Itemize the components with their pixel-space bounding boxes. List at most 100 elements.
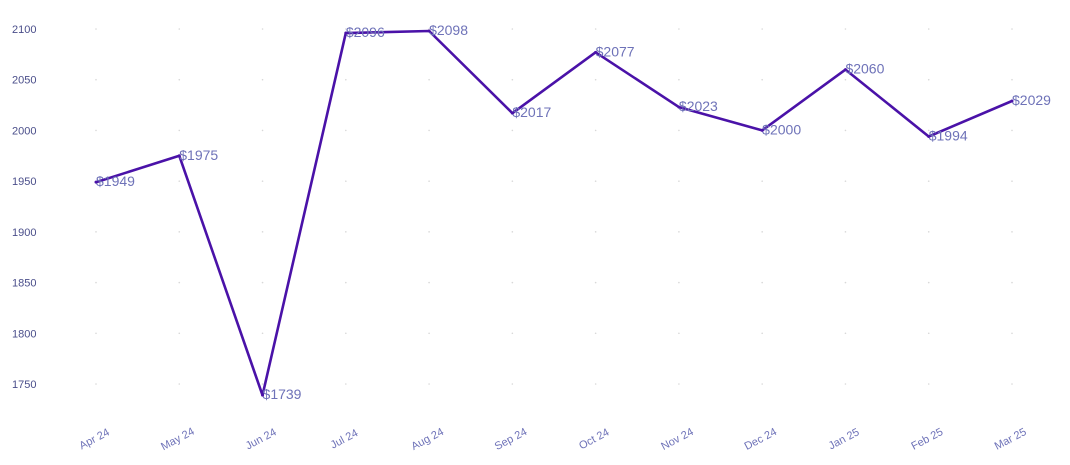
grid-dot — [428, 332, 430, 335]
data-label: $2060 — [845, 61, 884, 77]
data-point — [94, 180, 98, 184]
data-point — [927, 135, 931, 139]
series-line — [95, 29, 1013, 397]
grid-dot — [261, 383, 264, 385]
x-tick-label: Apr 24 — [77, 426, 111, 452]
grid-dot — [844, 281, 847, 284]
grid-dot — [511, 281, 514, 284]
grid-dot — [261, 28, 264, 30]
grid-dot — [1011, 129, 1013, 132]
grid-dot — [511, 332, 514, 335]
grid-dot — [844, 28, 847, 30]
grid-dot — [594, 383, 597, 385]
data-point — [344, 31, 348, 35]
grid-dot — [761, 332, 763, 335]
grid-dot — [95, 231, 97, 233]
grid-dot — [927, 332, 930, 335]
grid-dot — [95, 281, 97, 284]
x-tick-label: Mar 25 — [993, 426, 1029, 453]
data-point — [677, 105, 681, 109]
grid-dot — [428, 281, 430, 284]
grid-dot — [511, 180, 514, 182]
grid-dot — [511, 28, 514, 30]
grid-dot — [95, 383, 97, 385]
grid-dot — [178, 180, 181, 182]
grid-dot — [178, 281, 181, 284]
grid-dot — [1011, 180, 1013, 182]
grid-dot — [261, 332, 264, 335]
grid-dot — [927, 281, 930, 284]
grid-dot — [261, 78, 264, 81]
y-tick-label: 2050 — [12, 75, 36, 87]
grid-dot — [594, 180, 597, 182]
data-point — [843, 68, 847, 72]
grid-dot — [428, 180, 430, 182]
grid-dot — [1011, 231, 1013, 233]
grid-dot — [844, 78, 847, 81]
grid-dot — [345, 129, 347, 132]
x-tick-label: Oct 24 — [577, 426, 611, 452]
grid-dot — [428, 231, 430, 233]
y-tick-label: 2000 — [12, 125, 36, 137]
grid-dot — [761, 281, 763, 284]
grid-dot — [345, 78, 347, 81]
x-tick-label: Nov 24 — [659, 426, 695, 453]
grid-dot — [927, 180, 930, 182]
grid-dot — [927, 231, 930, 233]
grid-dot — [594, 78, 597, 81]
grid-dot — [428, 129, 430, 132]
grid-dot — [1011, 332, 1013, 335]
grid-dot — [1011, 78, 1013, 81]
y-tick-label: 1850 — [12, 278, 36, 290]
data-point — [1010, 99, 1014, 103]
x-tick-label: Jun 24 — [244, 426, 279, 452]
grid-dot — [678, 180, 680, 182]
grid-dot — [95, 78, 97, 81]
grid-dot — [678, 129, 680, 132]
y-tick-label: 1950 — [12, 176, 36, 188]
grid-dot — [178, 28, 181, 30]
data-label: $2096 — [346, 24, 385, 40]
grid-dot — [594, 129, 597, 132]
data-label: $2077 — [596, 43, 635, 59]
data-label: $1739 — [263, 386, 302, 402]
grid-dot — [428, 383, 430, 385]
data-label: $2098 — [429, 22, 468, 38]
y-tick-label: 1800 — [12, 328, 36, 340]
data-points — [94, 29, 1014, 397]
data-label: $2000 — [762, 121, 801, 137]
grid-dot — [178, 383, 181, 385]
grid-dot — [345, 28, 347, 30]
grid — [95, 28, 1013, 385]
grid-dot — [428, 28, 430, 30]
data-point — [510, 111, 514, 115]
x-tick-label: Aug 24 — [409, 426, 445, 453]
grid-dot — [178, 129, 181, 132]
grid-dot — [345, 231, 347, 233]
grid-dot — [594, 332, 597, 335]
grid-dot — [761, 180, 763, 182]
grid-dot — [95, 332, 97, 335]
grid-dot — [761, 78, 763, 81]
grid-dot — [678, 28, 680, 30]
data-point — [594, 50, 598, 54]
grid-dot — [345, 383, 347, 385]
grid-dot — [927, 28, 930, 30]
grid-dot — [594, 28, 597, 30]
x-tick-label: Feb 25 — [909, 426, 945, 453]
x-tick-label: Dec 24 — [743, 426, 779, 453]
grid-dot — [678, 231, 680, 233]
grid-dot — [95, 129, 97, 132]
data-label: $2023 — [679, 98, 718, 114]
grid-dot — [1011, 28, 1013, 30]
grid-dot — [1011, 281, 1013, 284]
y-axis: 1750 1800 1850 1900 1950 2000 2050 2100 — [12, 24, 36, 391]
grid-dot — [678, 281, 680, 284]
data-point — [261, 393, 265, 397]
grid-dot — [927, 129, 930, 132]
x-tick-label: May 24 — [159, 426, 196, 454]
grid-dot — [95, 28, 97, 30]
grid-dot — [594, 281, 597, 284]
grid-dot — [261, 129, 264, 132]
grid-dot — [761, 28, 763, 30]
